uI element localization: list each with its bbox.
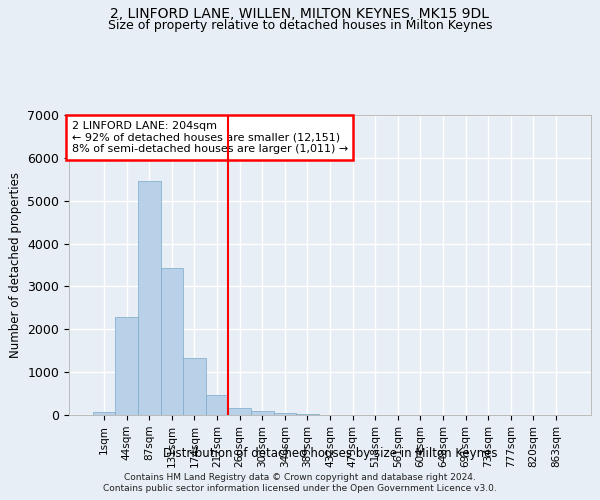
- Y-axis label: Number of detached properties: Number of detached properties: [9, 172, 22, 358]
- Bar: [229, 408, 251, 415]
- Bar: [161, 268, 183, 415]
- Bar: [274, 413, 296, 415]
- Bar: [206, 396, 229, 415]
- Text: Contains public sector information licensed under the Open Government Licence v3: Contains public sector information licen…: [103, 484, 497, 493]
- Text: Distribution of detached houses by size in Milton Keynes: Distribution of detached houses by size …: [163, 448, 497, 460]
- Bar: [115, 318, 138, 415]
- Text: 2, LINFORD LANE, WILLEN, MILTON KEYNES, MK15 9DL: 2, LINFORD LANE, WILLEN, MILTON KEYNES, …: [110, 8, 490, 22]
- Bar: [183, 358, 206, 415]
- Bar: [296, 414, 319, 415]
- Text: Size of property relative to detached houses in Milton Keynes: Size of property relative to detached ho…: [108, 18, 492, 32]
- Bar: [138, 181, 161, 415]
- Text: Contains HM Land Registry data © Crown copyright and database right 2024.: Contains HM Land Registry data © Crown c…: [124, 472, 476, 482]
- Bar: [251, 411, 274, 415]
- Bar: [93, 412, 115, 415]
- Text: 2 LINFORD LANE: 204sqm
← 92% of detached houses are smaller (12,151)
8% of semi-: 2 LINFORD LANE: 204sqm ← 92% of detached…: [71, 121, 348, 154]
